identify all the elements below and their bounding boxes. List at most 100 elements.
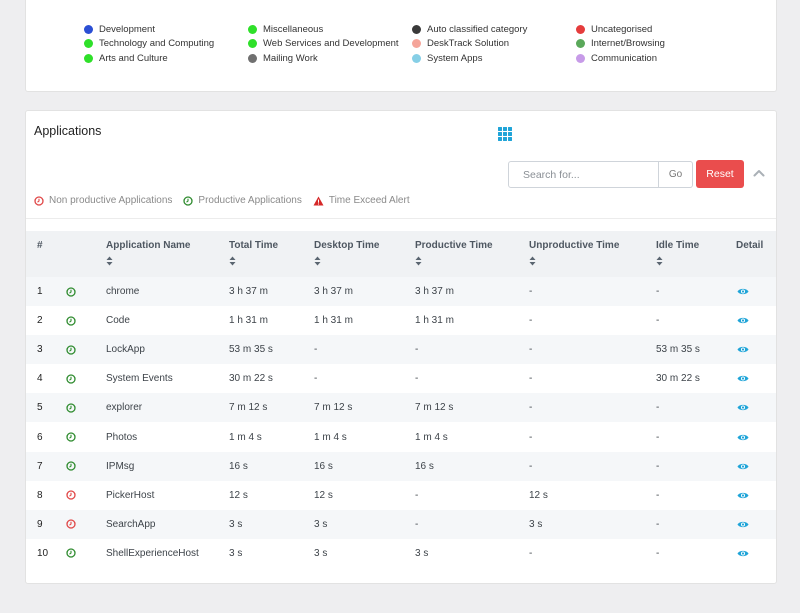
eye-icon[interactable] <box>737 403 749 412</box>
applications-panel: Applications Go Reset Non productive App… <box>25 110 777 584</box>
legend-dot-icon <box>248 39 257 49</box>
cell-status <box>66 364 106 393</box>
clock-icon <box>34 195 44 206</box>
column-header-total[interactable]: Total Time <box>229 231 314 277</box>
legend-dot-icon <box>248 53 257 63</box>
legend-item: Web Services and Development <box>248 37 399 52</box>
table-row: 9 SearchApp 3 s 3 s - 3 s - <box>26 509 776 539</box>
column-header-productive[interactable]: Productive Time <box>415 231 529 277</box>
eye-icon[interactable] <box>737 374 749 383</box>
cell-detail <box>736 481 776 510</box>
cell-status <box>66 452 106 481</box>
legend-label: Web Services and Development <box>263 38 399 50</box>
table-row: 6 Photos 1 m 4 s 1 m 4 s 1 m 4 s - - <box>26 422 776 451</box>
legend-item: Internet/Browsing <box>576 37 665 52</box>
legend-item: Miscellaneous <box>248 22 399 37</box>
sort-icon[interactable] <box>106 256 229 269</box>
eye-icon[interactable] <box>737 345 749 354</box>
clock-icon <box>66 461 76 471</box>
cell-status <box>66 422 106 451</box>
cell-idle: - <box>656 518 660 530</box>
cell-desktop: 16 s <box>314 460 333 472</box>
cell-desktop: 1 m 4 s <box>314 431 347 443</box>
grid-view-icon[interactable] <box>498 127 512 141</box>
cell-status <box>66 539 106 568</box>
cell-total: 53 m 35 s <box>229 344 273 356</box>
sort-icon[interactable] <box>314 256 415 269</box>
reset-button[interactable]: Reset <box>696 160 744 188</box>
legend-dot-icon <box>576 39 585 49</box>
cell-idle: - <box>656 489 660 501</box>
sort-icon[interactable] <box>415 256 529 269</box>
cell-index: 8 <box>37 489 43 501</box>
cell-productive: 3 h 37 m <box>415 286 454 298</box>
filter-productive[interactable]: Productive Applications <box>183 195 302 206</box>
cell-index: 9 <box>37 518 43 530</box>
cell-status <box>66 335 106 364</box>
table-row: 5 explorer 7 m 12 s 7 m 12 s 7 m 12 s - - <box>26 393 776 423</box>
legend-dot-icon <box>84 39 93 49</box>
cell-productive: - <box>415 344 419 356</box>
cell-unproductive: - <box>529 315 533 327</box>
column-header-idle[interactable]: Idle Time <box>656 231 736 277</box>
eye-icon[interactable] <box>737 287 749 296</box>
warning-icon <box>313 196 324 205</box>
cell-detail <box>736 452 776 481</box>
go-button[interactable]: Go <box>659 161 693 188</box>
cell-idle: - <box>656 402 660 414</box>
legend-item: System Apps <box>412 51 527 66</box>
clock-icon <box>66 315 76 326</box>
cell-idle: - <box>656 315 660 327</box>
filter-time-exceed[interactable]: Time Exceed Alert <box>313 195 410 206</box>
column-header-desktop[interactable]: Desktop Time <box>314 231 415 277</box>
eye-icon[interactable] <box>737 433 749 442</box>
cell-idle: 53 m 35 s <box>656 344 700 356</box>
column-header-unproductive[interactable]: Unproductive Time <box>529 231 656 277</box>
chevron-up-icon[interactable] <box>753 168 765 178</box>
legend-dot-icon <box>576 24 585 34</box>
legend-item: Auto classified category <box>412 22 527 37</box>
clock-icon <box>66 345 76 355</box>
cell-desktop: 3 h 37 m <box>314 286 353 298</box>
cell-productive: - <box>415 518 419 530</box>
cell-name: ShellExperienceHost <box>106 547 199 559</box>
eye-icon[interactable] <box>737 316 749 325</box>
clock-icon <box>66 519 76 529</box>
cell-total: 7 m 12 s <box>229 402 268 414</box>
legend-column: Uncategorised Internet/Browsing Communicat… <box>576 22 665 66</box>
eye-icon[interactable] <box>737 520 749 529</box>
sort-icon[interactable] <box>656 256 736 269</box>
cell-total: 3 h 37 m <box>229 286 268 298</box>
filter-non-productive[interactable]: Non productive Applications <box>34 195 172 206</box>
legend-label: System Apps <box>427 52 483 64</box>
table-row: 2 Code 1 h 31 m 1 h 31 m 1 h 31 m - - <box>26 306 776 335</box>
sort-icon[interactable] <box>229 256 314 269</box>
cell-name: PickerHost <box>106 489 155 501</box>
search-input[interactable] <box>508 161 659 188</box>
eye-icon[interactable] <box>737 462 749 471</box>
cell-unproductive: - <box>529 431 533 443</box>
eye-icon[interactable] <box>737 491 749 500</box>
legend-label: Technology and Computing <box>99 38 215 50</box>
cell-idle: - <box>656 431 660 443</box>
cell-index: 10 <box>37 547 49 559</box>
legend-column: Miscellaneous Web Services and Developmen… <box>248 22 399 66</box>
cell-unproductive: - <box>529 373 533 385</box>
cell-total: 16 s <box>229 460 248 472</box>
cell-desktop: 1 h 31 m <box>314 315 353 327</box>
legend-label: Internet/Browsing <box>591 38 665 50</box>
table-header-row: # Application Name Total Time Desktop Ti… <box>26 231 776 277</box>
cell-productive: 1 h 31 m <box>415 315 454 327</box>
legend-label: Arts and Culture <box>99 52 168 64</box>
cell-index: 2 <box>37 315 43 327</box>
legend-label: Development <box>99 23 155 35</box>
column-header-name[interactable]: Application Name <box>106 231 229 277</box>
legend-label: Miscellaneous <box>263 23 324 35</box>
cell-detail <box>736 539 776 568</box>
cell-index: 6 <box>37 431 43 443</box>
clock-icon <box>66 432 76 442</box>
table-row: 8 PickerHost 12 s 12 s - 12 s - <box>26 481 776 510</box>
legend-label: Communication <box>591 52 657 64</box>
eye-icon[interactable] <box>737 549 749 558</box>
sort-icon[interactable] <box>529 256 656 269</box>
